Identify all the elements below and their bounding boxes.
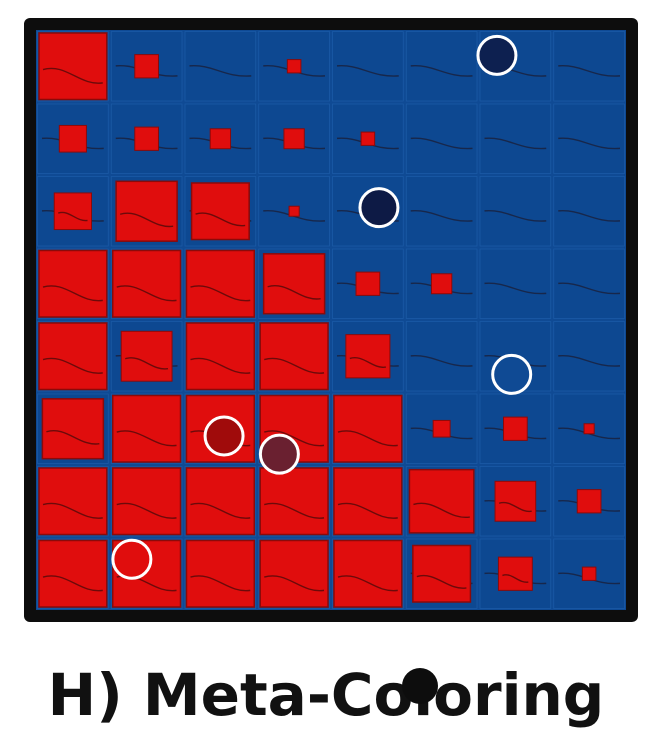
red-cell-trace <box>413 502 470 518</box>
red-cell-square <box>288 205 300 217</box>
red-cell-trace <box>42 575 103 592</box>
red-cell-square <box>185 467 255 536</box>
red-cell-trace <box>58 211 88 222</box>
red-cell-square <box>497 556 533 591</box>
red-cell-trace <box>42 357 103 374</box>
cell-trace <box>558 65 621 77</box>
red-cell-trace <box>498 501 532 512</box>
red-cell-trace <box>337 502 398 519</box>
red-cell-trace <box>46 429 100 445</box>
red-cell-square <box>185 539 255 608</box>
red-cell-square <box>120 330 173 382</box>
red-cell-square <box>430 273 453 295</box>
red-cell-trace <box>195 212 246 227</box>
red-cell-trace <box>42 67 103 84</box>
red-cell-trace <box>502 574 529 583</box>
marker-3 <box>491 353 533 395</box>
marker-2 <box>358 187 400 229</box>
red-cell-trace <box>190 285 251 302</box>
marker-1 <box>476 34 518 76</box>
red-cell-square <box>38 249 108 318</box>
red-cell-square <box>355 271 381 296</box>
red-cell-trace <box>125 357 169 370</box>
marker-5 <box>258 433 300 475</box>
cell-trace <box>558 355 621 367</box>
cell-trace <box>484 210 547 222</box>
cell-trace <box>410 137 473 150</box>
red-cell-trace <box>42 285 103 302</box>
red-cell-trace <box>337 430 398 447</box>
red-cell-square <box>38 32 108 101</box>
red-cell-trace <box>116 285 177 302</box>
red-cell-square <box>360 131 376 146</box>
red-cell-square <box>134 126 159 151</box>
red-cell-square <box>209 128 232 150</box>
red-cell-trace <box>349 356 387 368</box>
red-cell-square <box>112 467 182 536</box>
red-cell-square <box>333 467 403 536</box>
red-cell-square <box>262 253 326 315</box>
red-cell-square <box>283 128 305 150</box>
cell-trace <box>558 282 621 295</box>
red-cell-square <box>494 480 537 522</box>
red-cell-trace <box>116 502 177 519</box>
red-cell-square <box>115 180 178 242</box>
red-cell-square <box>112 249 182 318</box>
red-cell-trace <box>119 212 174 228</box>
red-cell-square <box>412 544 472 603</box>
red-cell-square <box>53 192 93 231</box>
red-cell-square <box>345 334 391 379</box>
red-cell-square <box>134 54 159 79</box>
red-cell-square <box>58 124 87 153</box>
red-cell-square <box>259 539 329 608</box>
matrix-cells <box>37 31 625 609</box>
red-cell-square <box>576 489 602 514</box>
cell-trace <box>336 65 399 77</box>
red-cell-square <box>408 468 475 534</box>
red-cell-trace <box>264 357 325 374</box>
cell-trace <box>410 65 473 77</box>
red-cell-square <box>286 59 302 74</box>
red-cell-square <box>112 394 182 463</box>
red-cell-trace <box>264 430 325 447</box>
red-cell-trace <box>42 502 103 519</box>
red-cell-trace <box>190 502 251 519</box>
red-cell-square <box>185 322 255 391</box>
red-cell-square <box>333 539 403 608</box>
marker-4 <box>203 415 245 457</box>
red-cell-square <box>38 539 108 608</box>
red-cell-square <box>583 423 595 435</box>
marker-6 <box>111 538 153 580</box>
red-cell-trace <box>190 357 251 374</box>
cell-trace <box>558 210 621 222</box>
red-cell-square <box>190 182 250 241</box>
red-cell-square <box>38 467 108 536</box>
caption-black-dot <box>402 668 438 704</box>
cell-trace <box>484 137 547 150</box>
cell-trace <box>558 137 621 150</box>
cell-trace <box>189 65 252 77</box>
red-cell-trace <box>116 430 177 447</box>
red-cell-square <box>38 322 108 391</box>
red-cell-trace <box>416 574 467 589</box>
cell-trace <box>484 282 547 295</box>
red-cell-square <box>185 249 255 318</box>
red-cell-trace <box>267 284 321 300</box>
figure-caption: H) Meta-Coloring <box>48 661 605 729</box>
red-cell-square <box>259 322 329 391</box>
red-cell-trace <box>337 575 398 592</box>
red-cell-square <box>581 566 597 581</box>
cell-trace <box>410 355 473 367</box>
red-cell-square <box>259 467 329 536</box>
marker-layer <box>111 34 533 580</box>
red-cell-trace <box>264 575 325 592</box>
red-cell-square <box>41 398 105 460</box>
red-cell-trace <box>264 502 325 519</box>
red-cell-square <box>333 394 403 463</box>
cell-trace <box>410 210 473 222</box>
red-cell-trace <box>190 575 251 592</box>
red-cell-square <box>503 416 528 441</box>
red-cell-square <box>432 419 451 438</box>
